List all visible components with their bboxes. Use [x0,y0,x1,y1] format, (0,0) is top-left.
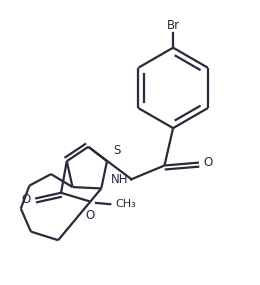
Text: O: O [85,209,94,222]
Text: NH: NH [111,173,128,186]
Text: S: S [113,144,120,157]
Text: CH₃: CH₃ [116,199,136,209]
Text: O: O [203,156,212,169]
Text: O: O [22,194,31,206]
Text: Br: Br [167,19,180,32]
